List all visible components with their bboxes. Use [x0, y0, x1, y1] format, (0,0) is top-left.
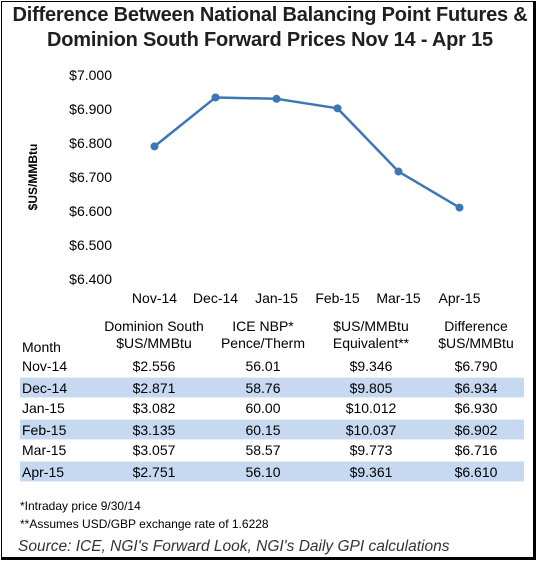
x-tick-label: Jan-15 [255, 290, 298, 306]
data-point [211, 93, 220, 102]
cell-dominion: $3.082 [132, 400, 176, 416]
cell-month: Mar-15 [22, 442, 67, 458]
y-tick-label: $6.900 [69, 101, 112, 117]
table-header: Month Dominion South $US/MMBtu ICE NBP* … [20, 318, 524, 356]
cell-month: Nov-14 [22, 358, 68, 374]
y-tick-label: $6.500 [69, 237, 112, 253]
data-point [455, 203, 464, 212]
header-month: Month [22, 339, 61, 355]
cell-dominion: $3.135 [132, 422, 176, 438]
y-tick-label: $6.600 [69, 203, 112, 219]
header-equiv-line-2: Equivalent** [332, 335, 410, 351]
x-tick-label: Dec-14 [193, 290, 238, 306]
cell-diff: $6.930 [454, 400, 498, 416]
header-diff-line-1: Difference [444, 318, 508, 334]
cell-diff: $6.902 [454, 422, 498, 438]
header-diff: Difference $US/MMBtu [426, 318, 526, 352]
y-tick-label: $6.700 [69, 169, 112, 185]
data-point [150, 142, 159, 151]
x-tick-label: Mar-15 [376, 290, 421, 306]
cell-equiv: $9.805 [349, 380, 393, 396]
cell-diff: $6.716 [454, 442, 498, 458]
header-dominion: Dominion South $US/MMBtu [104, 318, 204, 352]
cell-nbp: 60.15 [245, 422, 281, 438]
chart-title-line-2: Dominion South Forward Prices Nov 14 - A… [47, 29, 493, 51]
cell-month: Apr-15 [22, 464, 65, 480]
table-row: Apr-15 $2.751 56.10 $9.361 $6.610 [20, 461, 524, 482]
cell-nbp: 58.76 [245, 380, 281, 396]
footnotes: *Intraday price 9/30/14 **Assumes USD/GB… [20, 497, 269, 533]
table-row: Dec-14 $2.871 58.76 $9.805 $6.934 [20, 377, 524, 398]
data-table: Month Dominion South $US/MMBtu ICE NBP* … [20, 318, 524, 482]
cell-equiv: $10.012 [345, 400, 397, 416]
table-row: Jan-15 $3.082 60.00 $10.012 $6.930 [20, 398, 524, 419]
line-chart: $6.400 $6.500 $6.600 $6.700 $6.800 $6.900 $7.0… [26, 67, 481, 306]
cell-month: Feb-15 [22, 422, 67, 438]
source-note: Source: ICE, NGI's Forward Look, NGI's D… [18, 538, 450, 555]
table-row: Mar-15 $3.057 58.57 $9.773 $6.716 [20, 440, 524, 461]
table-row: Nov-14 $2.556 56.01 $9.346 $6.790 [20, 356, 524, 377]
x-tick-label: Feb-15 [315, 290, 360, 306]
cell-nbp: 56.10 [245, 464, 281, 480]
footnote-2: **Assumes USD/GBP exchange rate of 1.622… [20, 517, 269, 531]
cell-dominion: $2.556 [132, 358, 176, 374]
x-tick-label: Apr-15 [438, 290, 480, 306]
series-line [153, 96, 461, 209]
data-point [394, 167, 403, 176]
cell-equiv: $9.361 [349, 464, 393, 480]
cell-dominion: $3.057 [132, 442, 176, 458]
cell-nbp: 58.57 [245, 442, 281, 458]
header-diff-line-2: $US/MMBtu [438, 335, 514, 351]
y-tick-label: $6.800 [69, 135, 112, 151]
y-axis-label: $US/MMBtu [26, 144, 40, 211]
cell-dominion: $2.871 [132, 380, 176, 396]
chart-title: Difference Between National Balancing Po… [0, 3, 540, 53]
data-point [272, 94, 281, 103]
cell-diff: $6.790 [454, 358, 498, 374]
header-dominion-line-2: $US/MMBtu [116, 335, 192, 351]
cell-month: Dec-14 [22, 380, 68, 396]
cell-diff: $6.934 [454, 380, 498, 396]
cell-nbp: 56.01 [245, 358, 281, 374]
cell-dominion: $2.751 [132, 464, 176, 480]
header-equiv: $US/MMBtu Equivalent** [320, 318, 422, 352]
y-tick-label: $7.000 [69, 67, 112, 83]
x-tick-label: Nov-14 [132, 290, 177, 306]
header-dominion-line-1: Dominion South [104, 318, 204, 334]
cell-equiv: $9.773 [349, 442, 393, 458]
cell-equiv: $9.346 [349, 358, 393, 374]
chart-title-line-1: Difference Between National Balancing Po… [12, 4, 528, 26]
header-nbp-line-1: ICE NBP* [232, 318, 294, 334]
cell-equiv: $10.037 [345, 422, 397, 438]
cell-nbp: 60.00 [245, 400, 281, 416]
data-point [333, 104, 342, 113]
table-body: Nov-14 $2.556 56.01 $9.346 $6.790 Dec-14 $2.87… [20, 356, 524, 482]
table-row: Feb-15 $3.135 60.15 $10.037 $6.902 [20, 419, 524, 440]
cell-month: Jan-15 [22, 400, 65, 416]
header-nbp-line-2: Pence/Therm [220, 335, 306, 351]
y-tick-label: $6.400 [69, 271, 112, 287]
cell-diff: $6.610 [454, 464, 498, 480]
header-equiv-line-1: $US/MMBtu [333, 318, 409, 334]
footnote-1: *Intraday price 9/30/14 [20, 499, 141, 513]
header-nbp: ICE NBP* Pence/Therm [213, 318, 313, 352]
